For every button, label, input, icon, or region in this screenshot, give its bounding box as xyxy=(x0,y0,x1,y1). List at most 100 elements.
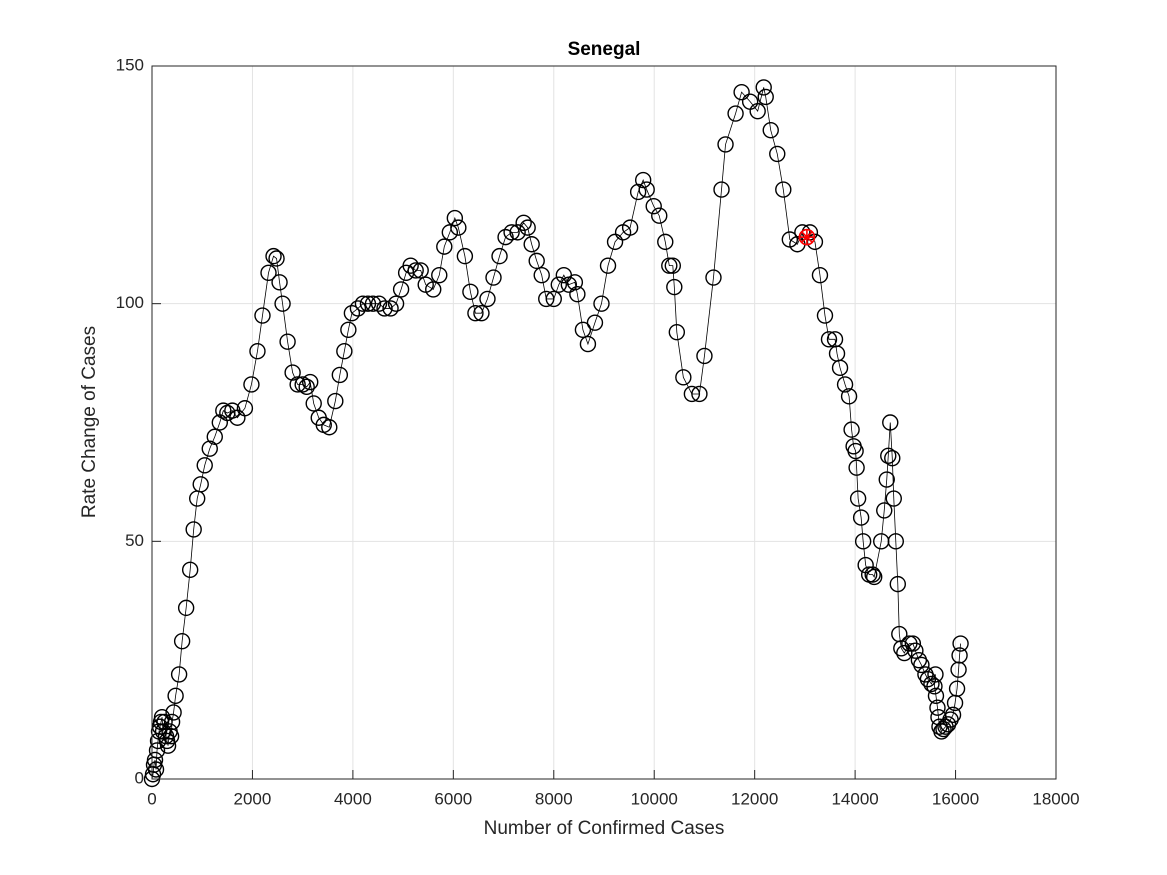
data-point xyxy=(497,228,514,246)
data-point xyxy=(836,376,854,393)
data-point xyxy=(661,257,678,274)
data-point xyxy=(503,224,520,241)
data-point xyxy=(923,675,940,693)
highlight-star xyxy=(801,231,813,243)
data-point xyxy=(621,219,639,236)
y-axis-label: Rate Change of Cases xyxy=(79,326,100,518)
data-point xyxy=(243,376,260,393)
data-point xyxy=(691,385,708,403)
data-point xyxy=(775,181,792,198)
data-point xyxy=(574,321,592,339)
highlight-marker xyxy=(798,228,816,246)
data-point xyxy=(305,395,322,412)
data-point xyxy=(425,281,442,298)
data-point xyxy=(523,236,540,253)
data-point xyxy=(880,447,897,464)
data-point xyxy=(436,238,453,255)
x-axis-label: Number of Confirmed Cases xyxy=(484,818,725,839)
data-point xyxy=(820,331,838,348)
data-point xyxy=(831,359,849,377)
data-point xyxy=(769,145,786,163)
data-point xyxy=(599,257,617,274)
data-point xyxy=(215,402,232,419)
data-point xyxy=(705,269,722,286)
data-point xyxy=(811,266,829,284)
x-tick-label: 18000 xyxy=(1032,789,1079,808)
data-point xyxy=(683,385,701,403)
data-point xyxy=(407,262,424,279)
data-point xyxy=(878,471,895,488)
data-point xyxy=(170,666,188,683)
x-tick-label: 2000 xyxy=(234,789,272,808)
data-point xyxy=(713,181,730,198)
chart-title: Senegal xyxy=(568,39,641,60)
data-point xyxy=(651,207,668,224)
data-point xyxy=(331,366,349,384)
data-point xyxy=(509,224,526,241)
data-point xyxy=(349,300,367,317)
data-point xyxy=(354,295,372,312)
data-point xyxy=(629,183,647,201)
x-tick-label: 14000 xyxy=(831,789,878,808)
data-point xyxy=(717,136,734,153)
data-point xyxy=(843,421,860,438)
data-point xyxy=(284,364,301,381)
data-point xyxy=(462,283,479,300)
data-point xyxy=(289,376,306,393)
data-point xyxy=(913,656,930,674)
data-point xyxy=(340,321,357,339)
data-point xyxy=(840,388,858,405)
data-point xyxy=(249,343,266,360)
x-tick-label: 8000 xyxy=(535,789,573,808)
data-point xyxy=(948,680,966,697)
data-point xyxy=(147,761,165,778)
data-point xyxy=(485,269,502,286)
data-point xyxy=(664,257,682,274)
data-point xyxy=(181,561,199,579)
data-point xyxy=(569,285,586,303)
data-point xyxy=(927,687,945,705)
data-point xyxy=(260,264,277,281)
data-point xyxy=(491,247,508,265)
data-point xyxy=(177,599,195,617)
data-point xyxy=(450,219,467,236)
data-line xyxy=(151,87,961,780)
data-point xyxy=(884,449,901,467)
data-point xyxy=(593,295,610,312)
data-point xyxy=(336,343,353,360)
data-point xyxy=(154,723,172,740)
data-point xyxy=(302,373,319,391)
data-point xyxy=(882,414,899,431)
data-point xyxy=(675,369,692,386)
data-point xyxy=(606,233,624,251)
data-point xyxy=(762,121,779,139)
data-point xyxy=(279,333,296,350)
data-point xyxy=(579,335,597,353)
data-point xyxy=(849,490,867,507)
data-point xyxy=(402,257,419,274)
highlight-circle xyxy=(798,228,816,246)
data-point xyxy=(657,233,674,251)
data-point xyxy=(236,400,254,417)
data-point xyxy=(298,378,315,396)
data-point xyxy=(148,742,166,759)
data-point xyxy=(321,419,338,436)
data-point xyxy=(666,278,683,296)
data-point xyxy=(757,88,774,106)
data-point xyxy=(864,566,881,583)
data-point xyxy=(473,304,490,322)
data-point xyxy=(515,214,532,232)
data-point xyxy=(927,666,944,683)
data-point xyxy=(376,300,393,317)
data-point xyxy=(201,440,218,457)
x-tick-label: 16000 xyxy=(932,789,979,808)
x-tick-label: 6000 xyxy=(434,789,472,808)
data-point xyxy=(944,706,962,724)
data-point xyxy=(904,635,922,652)
data-point xyxy=(755,79,772,96)
y-tick-label: 150 xyxy=(116,55,144,74)
data-point xyxy=(889,575,906,593)
data-point xyxy=(929,699,946,716)
data-point xyxy=(638,181,655,198)
data-point xyxy=(412,262,429,279)
